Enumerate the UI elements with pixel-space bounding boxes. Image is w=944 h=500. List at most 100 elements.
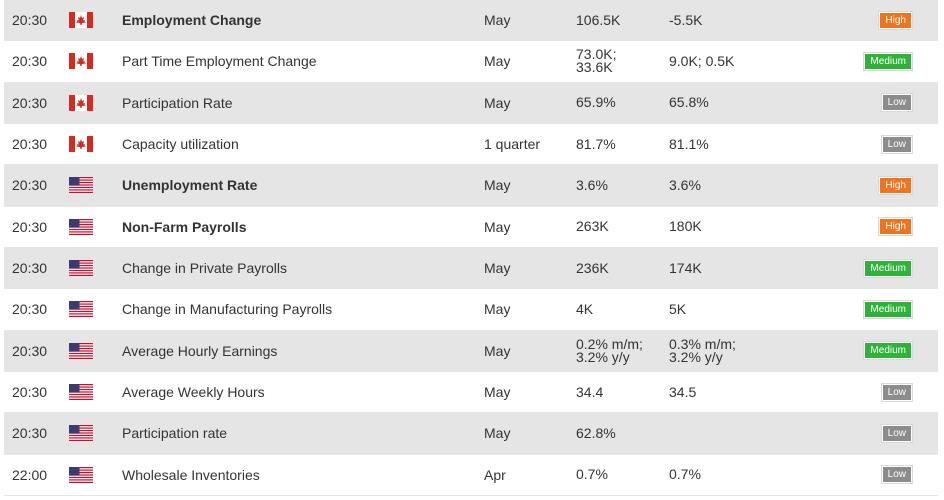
- actual-value-line: 4K: [576, 300, 594, 317]
- event-time: 20:30: [12, 218, 48, 235]
- forecast-value-line: 9.0K; 0.5K: [669, 52, 735, 69]
- impact-badge: Medium: [864, 342, 912, 360]
- impact-badge: Medium: [864, 300, 912, 318]
- event-time: 22:00: [12, 466, 48, 483]
- impact-cell: Low: [881, 413, 912, 453]
- canada-flag-icon: [69, 83, 93, 123]
- event-actual: 81.7%: [576, 124, 616, 164]
- impact-badge: Medium: [864, 259, 912, 277]
- actual-value-line: 34.4: [576, 383, 604, 400]
- table-row[interactable]: 20:30 Capacity utilization 1 quarter 81.7% 8…: [4, 123, 938, 166]
- usa-flag-icon: [69, 248, 93, 288]
- usa-flag-icon: [69, 207, 93, 247]
- event-period: May: [484, 218, 511, 235]
- event-time: 20:30: [12, 260, 48, 277]
- event-time: 20:30: [12, 94, 48, 111]
- event-forecast: 9.0K; 0.5K: [669, 41, 734, 81]
- event-forecast: 5K: [669, 289, 686, 329]
- impact-cell: Low: [881, 372, 912, 412]
- impact-cell: High: [879, 0, 912, 40]
- event-forecast: 34.5: [669, 372, 696, 412]
- canada-flag-icon: [69, 41, 93, 81]
- event-actual: 65.9%: [576, 83, 616, 123]
- forecast-value-line: -5.5K: [669, 11, 703, 28]
- usa-flag-icon: [69, 331, 93, 371]
- actual-value-line: 65.9%: [576, 94, 616, 111]
- table-row[interactable]: 20:30 Change in Private Payrolls May 236K 17…: [4, 247, 938, 290]
- forecast-value-line: 174K: [669, 259, 702, 276]
- table-row[interactable]: 20:30 Average Weekly Hours May 34.4 34.5 Low: [4, 371, 938, 414]
- event-name[interactable]: Average Weekly Hours: [122, 384, 265, 401]
- event-period: May: [484, 301, 511, 318]
- actual-value-line: 33.6K: [576, 59, 613, 76]
- impact-badge: High: [879, 11, 912, 29]
- table-row[interactable]: 20:30 Change in Manufacturing Payrolls May…: [4, 289, 938, 331]
- event-name[interactable]: Non-Farm Payrolls: [122, 218, 247, 235]
- usa-flag-icon: [69, 165, 93, 205]
- event-name[interactable]: Unemployment Rate: [122, 177, 258, 194]
- impact-badge: Low: [881, 466, 912, 484]
- event-name[interactable]: Participation Rate: [122, 94, 233, 111]
- forecast-value-line: 34.5: [669, 383, 697, 400]
- usa-flag-icon: [69, 289, 93, 329]
- table-row[interactable]: 20:30 Participation rate May 62.8% Low: [4, 413, 938, 455]
- forecast-value-line: 180K: [669, 218, 702, 235]
- impact-cell: High: [879, 207, 912, 247]
- event-name[interactable]: Part Time Employment Change: [122, 53, 317, 70]
- event-period: May: [484, 384, 511, 401]
- event-name[interactable]: Capacity utilization: [122, 136, 239, 153]
- table-row[interactable]: 20:30 Employment Change May 106.5K -5.5K High: [4, 0, 938, 42]
- event-period: May: [484, 260, 511, 277]
- forecast-value-line: 5K: [669, 300, 687, 317]
- event-forecast: 0.3% m/m; 3.2% y/y: [669, 331, 736, 371]
- event-actual: 106.5K: [576, 0, 620, 40]
- table-row[interactable]: 20:30 Part Time Employment Change May 73.0K…: [4, 41, 938, 83]
- event-name[interactable]: Average Hourly Earnings: [122, 342, 278, 359]
- event-period: May: [484, 425, 511, 442]
- event-actual: 0.2% m/m; 3.2% y/y: [576, 331, 643, 371]
- table-row[interactable]: 20:30 Average Hourly Earnings May 0.2% m/m;…: [4, 330, 938, 372]
- impact-badge: Low: [881, 94, 912, 112]
- event-name[interactable]: Employment Change: [122, 12, 262, 29]
- event-forecast: -5.5K: [669, 0, 702, 40]
- event-actual: 236K: [576, 248, 609, 288]
- impact-cell: Low: [881, 124, 912, 164]
- impact-cell: Medium: [864, 248, 912, 288]
- actual-value-line: 81.7%: [576, 135, 616, 152]
- forecast-value-line: 3.6%: [669, 176, 701, 193]
- event-name[interactable]: Wholesale Inventories: [122, 466, 260, 483]
- event-name[interactable]: Participation rate: [122, 425, 228, 442]
- event-period: May: [484, 342, 511, 359]
- event-name[interactable]: Change in Private Payrolls: [122, 260, 287, 277]
- event-period: May: [484, 177, 511, 194]
- event-name[interactable]: Change in Manufacturing Payrolls: [122, 301, 333, 318]
- event-period: May: [484, 12, 511, 29]
- actual-value-line: 236K: [576, 259, 609, 276]
- event-time: 20:30: [12, 384, 48, 401]
- forecast-value-line: 0.7%: [669, 466, 701, 483]
- table-row[interactable]: 20:30 Unemployment Rate May 3.6% 3.6% High: [4, 165, 938, 207]
- impact-cell: Medium: [864, 41, 912, 81]
- impact-badge: High: [879, 218, 912, 236]
- usa-flag-icon: [69, 413, 93, 453]
- event-period: May: [484, 53, 511, 70]
- actual-value-line: 263K: [576, 218, 609, 235]
- impact-cell: Medium: [864, 331, 912, 371]
- actual-value-line: 73.0K;: [576, 46, 617, 63]
- table-row[interactable]: 22:00 Wholesale Inventories Apr 0.7% 0.7% Low: [4, 454, 938, 496]
- impact-badge: Low: [881, 135, 912, 153]
- event-forecast: 174K: [669, 248, 702, 288]
- table-row[interactable]: 20:30 Participation Rate May 65.9% 65.8% Low: [4, 82, 938, 124]
- canada-flag-icon: [69, 0, 93, 40]
- impact-badge: Low: [881, 424, 912, 442]
- event-actual: 73.0K; 33.6K: [576, 41, 616, 81]
- impact-badge: High: [879, 176, 912, 194]
- event-actual: 263K: [576, 207, 609, 247]
- event-time: 20:30: [12, 53, 48, 70]
- event-time: 20:30: [12, 12, 48, 29]
- event-period: May: [484, 94, 511, 111]
- table-row[interactable]: 20:30 Non-Farm Payrolls May 263K 180K High: [4, 206, 938, 248]
- actual-value-line: 3.6%: [576, 176, 608, 193]
- impact-badge: Medium: [864, 52, 912, 70]
- event-forecast: 3.6%: [669, 165, 701, 205]
